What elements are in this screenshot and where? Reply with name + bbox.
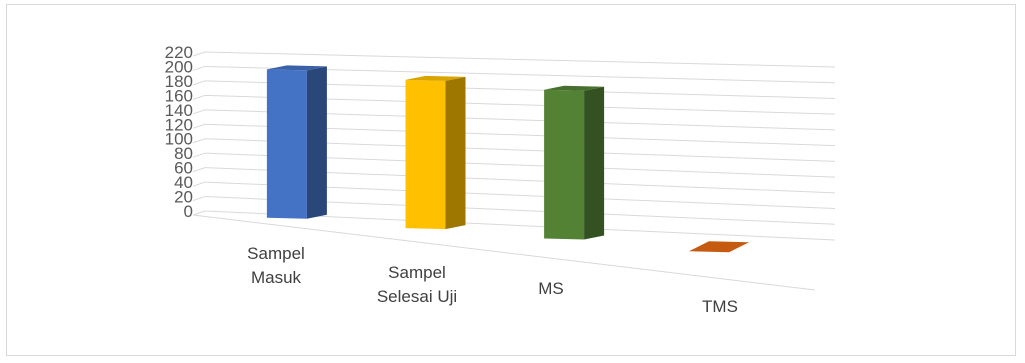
gridline-depth: [192, 51, 206, 57]
chart-frame: [6, 4, 1016, 356]
y-tick-label: 60: [174, 159, 193, 178]
gridline-depth: [192, 94, 206, 100]
gridline-depth: [192, 109, 206, 115]
bar-side: [445, 76, 466, 230]
category-label: MS: [538, 279, 564, 298]
category-label: Sampel Selesai Uji: [377, 263, 457, 306]
gridline-depth: [192, 181, 206, 187]
bar-front: [266, 69, 307, 219]
gridline-depth: [192, 152, 206, 158]
bar-top: [405, 75, 466, 81]
bar-front: [405, 79, 446, 230]
y-tick-label: 120: [165, 115, 193, 134]
gridline-depth: [192, 196, 206, 202]
y-tick-label: 140: [165, 101, 193, 120]
y-tick-label: 0: [184, 202, 193, 221]
bar: [405, 75, 466, 230]
y-tick-label: 100: [165, 130, 193, 149]
category-label: TMS: [702, 297, 738, 316]
gridline-depth: [192, 65, 206, 71]
y-tick-label: 40: [174, 173, 193, 192]
gridline-depth: [192, 123, 206, 129]
bar-flat: [689, 241, 749, 253]
bar-top: [544, 85, 605, 91]
y-tick-label: 80: [174, 144, 193, 163]
bar-front: [544, 89, 585, 240]
bar: [266, 65, 327, 219]
y-tick-label: 20: [174, 188, 193, 207]
gridline-depth: [192, 210, 206, 216]
bar-side: [584, 86, 605, 240]
bar-side: [306, 66, 327, 219]
category-labels: Sampel Masuk Sampel Selesai Uji MS TMS: [247, 244, 738, 316]
bar-top: [266, 65, 327, 71]
gridline-depth: [192, 167, 206, 173]
gridline: [204, 51, 836, 68]
y-tick-label: 180: [165, 72, 193, 91]
y-tick-label: 160: [165, 86, 193, 105]
category-label: Sampel Masuk: [247, 244, 305, 287]
gridline-depth: [192, 138, 206, 144]
floor-edge: [192, 214, 816, 291]
y-tick-label: 220: [165, 43, 193, 62]
bar: [544, 85, 605, 240]
bar: [689, 241, 749, 253]
bars: [266, 65, 749, 253]
y-tick-label: 200: [165, 57, 193, 76]
gridline-depth: [192, 80, 206, 86]
